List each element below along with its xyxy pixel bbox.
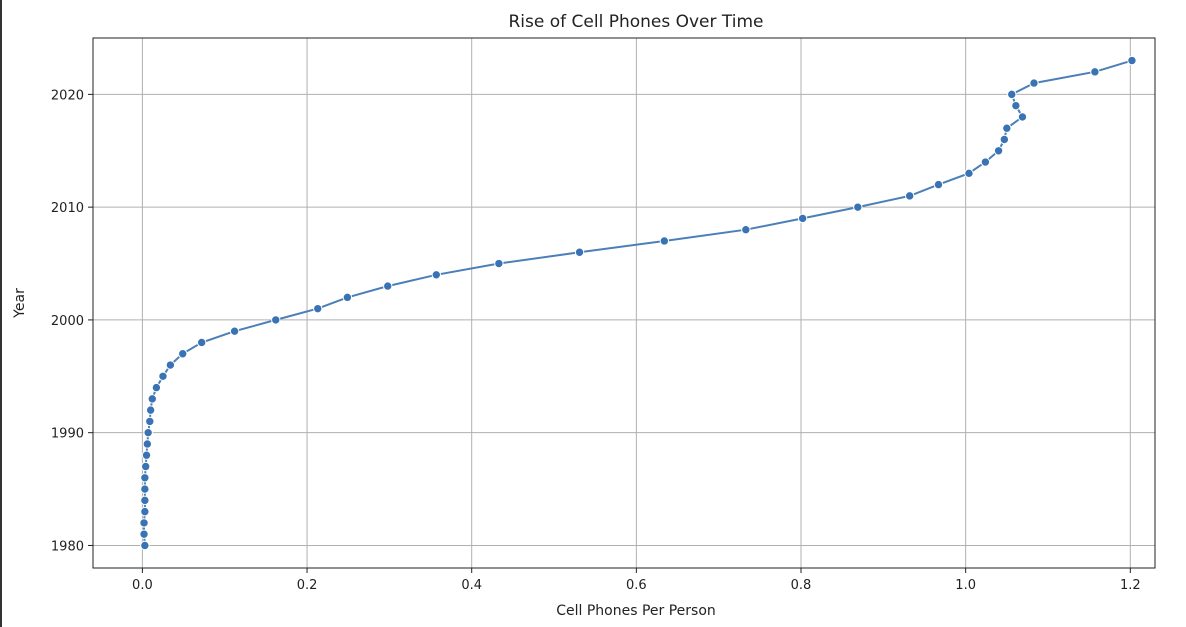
data-points xyxy=(139,55,1137,551)
data-point xyxy=(1011,100,1021,111)
data-point xyxy=(145,405,156,415)
data-point xyxy=(196,337,207,348)
data-point xyxy=(431,270,441,280)
data-point xyxy=(1002,123,1012,133)
data-point xyxy=(659,236,670,246)
x-tick-label: 0.6 xyxy=(626,578,647,593)
data-point xyxy=(178,349,188,359)
data-point xyxy=(853,202,863,212)
y-tick-label: 2010 xyxy=(51,201,84,216)
data-point xyxy=(140,461,151,472)
data-point xyxy=(165,360,176,370)
data-point xyxy=(147,394,157,404)
x-tick-label: 1.2 xyxy=(1120,578,1141,593)
data-point xyxy=(993,146,1004,156)
plot-area xyxy=(92,37,1156,569)
data-point xyxy=(797,213,808,224)
data-point xyxy=(964,168,974,179)
data-point xyxy=(151,382,162,393)
data-point xyxy=(383,281,393,291)
x-tick-label: 0.8 xyxy=(791,578,812,593)
data-point xyxy=(1090,67,1100,77)
data-point xyxy=(145,416,155,427)
x-tick-label: 1.0 xyxy=(955,578,976,593)
y-tick-label: 1990 xyxy=(51,427,84,442)
chart-title: Rise of Cell Phones Over Time xyxy=(508,12,763,32)
data-point xyxy=(494,258,504,269)
series-line xyxy=(143,59,1133,546)
y-tick-label: 2020 xyxy=(51,88,84,103)
data-point xyxy=(140,473,150,483)
y-axis-label: Year xyxy=(12,288,28,319)
gridlines xyxy=(93,38,1155,568)
data-point xyxy=(313,303,323,314)
x-axis: 0.0 0.2 0.4 0.6 0.8 1.0 1.2 xyxy=(132,568,1141,593)
x-axis-label: Cell Phones Per Person xyxy=(556,603,716,619)
data-point xyxy=(140,506,150,517)
x-tick-label: 0.0 xyxy=(132,578,153,593)
y-tick-label: 1980 xyxy=(51,539,84,554)
data-point xyxy=(140,484,150,494)
data-point xyxy=(143,427,153,438)
data-point xyxy=(1127,55,1137,66)
data-point xyxy=(999,134,1010,145)
data-point xyxy=(139,529,149,539)
data-point xyxy=(933,179,944,190)
y-axis: 1980 1990 2000 2010 2020 xyxy=(51,88,93,554)
data-point xyxy=(271,315,281,325)
data-point xyxy=(1029,78,1039,88)
data-point xyxy=(1017,112,1028,122)
data-point xyxy=(741,225,751,235)
data-point xyxy=(158,371,168,381)
data-point xyxy=(574,247,585,257)
data-point xyxy=(142,439,153,449)
x-tick-label: 0.2 xyxy=(297,578,318,593)
y-tick-label: 2000 xyxy=(51,314,84,329)
data-point xyxy=(229,326,240,336)
data-point xyxy=(1007,89,1017,100)
data-point xyxy=(140,540,150,551)
data-point xyxy=(342,292,353,303)
data-point xyxy=(141,450,152,460)
data-point xyxy=(904,191,915,201)
data-point xyxy=(980,157,991,167)
data-point xyxy=(140,495,150,506)
x-tick-label: 0.4 xyxy=(461,578,482,593)
data-point xyxy=(139,518,149,528)
